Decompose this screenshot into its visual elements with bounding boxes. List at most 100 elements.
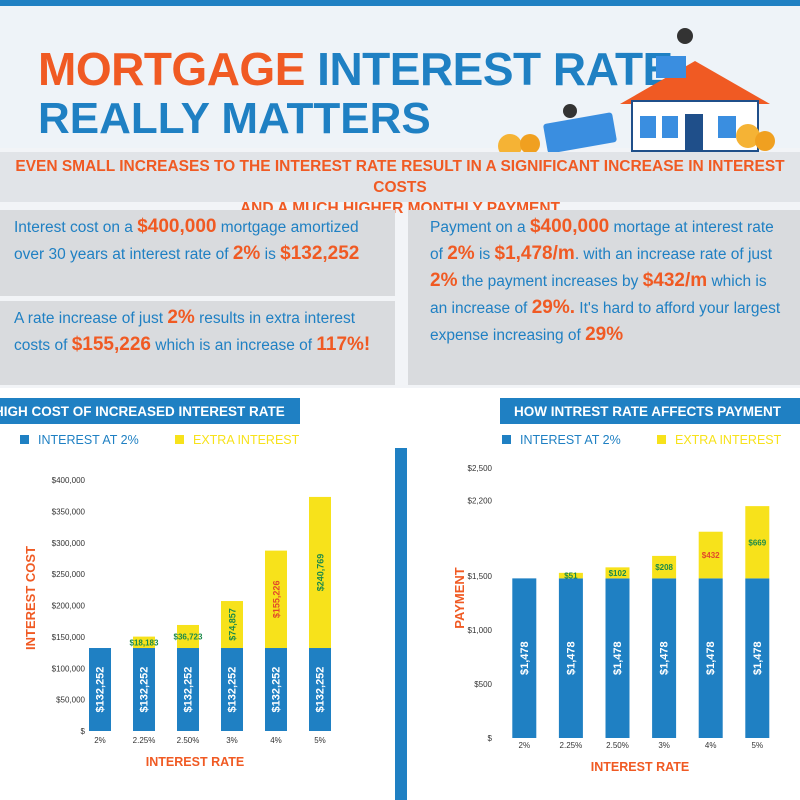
bar-segment — [558, 572, 583, 579]
value-label: $432 — [702, 551, 720, 560]
bar-segment — [133, 636, 155, 649]
bar-segment — [652, 555, 677, 579]
value-label: $1,478 — [519, 641, 531, 675]
highlight-text: $132,252 — [280, 243, 360, 264]
value-label: $36,723 — [174, 632, 203, 641]
x-tick-label: 2% — [519, 741, 531, 750]
title-accent: MORTGAGE — [38, 43, 305, 95]
bar-segment — [133, 648, 155, 731]
legend-label: EXTRA INTEREST — [675, 433, 782, 447]
title: MORTGAGE INTEREST RATE — [38, 42, 673, 96]
bar-segment — [605, 567, 630, 579]
y-tick-label: $ — [81, 727, 86, 736]
highlight-text: 2% — [430, 270, 458, 291]
y-tick-label: $1,500 — [468, 572, 493, 581]
bar-segment — [177, 648, 199, 731]
panel-text: the payment increases by — [457, 273, 643, 290]
text-panel: Payment on a $400,000 mortage at interes… — [408, 210, 800, 385]
highlight-text: 2% — [167, 307, 195, 328]
panel-text: A rate increase of just — [14, 310, 168, 327]
value-label: $208 — [655, 563, 673, 572]
panel-text: which is an increase of — [150, 337, 317, 354]
illustration — [498, 28, 775, 154]
value-label: $155,226 — [272, 581, 282, 619]
panel-text: results in extra interest costs of — [14, 310, 356, 354]
highlight-text: $400,000 — [137, 216, 217, 237]
bar-segment — [309, 496, 331, 649]
bar-segment — [309, 648, 331, 731]
bar-segment — [89, 648, 111, 731]
y-tick-label: $2,500 — [468, 464, 493, 473]
chart-title: HOW INTREST RATE AFFECTS PAYMENT — [514, 404, 782, 419]
charts-area: HIGH COST OF INCREASED INTEREST RATE INTE… — [0, 388, 800, 800]
bar-segment — [605, 578, 630, 738]
bar-segment — [745, 578, 770, 738]
value-label: $132,252 — [315, 667, 327, 713]
y-tick-label: $ — [488, 734, 493, 743]
y-axis-label: INTEREST COST — [23, 546, 38, 650]
legend-label: INTEREST AT 2% — [520, 433, 621, 447]
panel-text: . with an increase rate of just — [574, 246, 773, 263]
panel-text: It's hard to afford your largest expense… — [430, 300, 781, 344]
bar-segment — [265, 648, 287, 731]
panel-text: is — [260, 246, 281, 263]
bar-segment — [177, 624, 199, 649]
text-panel: Interest cost on a $400,000 mortgage amo… — [0, 210, 395, 296]
x-tick-label: 2.25% — [133, 736, 156, 745]
text-panel: A rate increase of just 2% results in ex… — [0, 301, 395, 385]
value-label: $18,183 — [130, 638, 159, 647]
x-tick-label: 5% — [314, 736, 326, 745]
value-label: $1,478 — [612, 641, 624, 675]
x-tick-label: 2.50% — [606, 741, 629, 750]
x-tick-label: 3% — [658, 741, 670, 750]
panel-text: which is an increase of — [430, 273, 767, 317]
highlight-text: 117%! — [316, 334, 371, 355]
value-label: $132,252 — [227, 667, 239, 713]
bar-segment — [652, 578, 677, 738]
highlight-text: 29%. — [531, 297, 575, 318]
bar-segment — [512, 578, 537, 738]
y-tick-label: $150,000 — [52, 633, 86, 642]
y-tick-label: $250,000 — [52, 570, 86, 579]
highlight-text: $400,000 — [529, 216, 610, 237]
highlight-text: 2% — [447, 243, 475, 264]
bar-segment — [745, 506, 770, 579]
title-line: REALLY MATTERS — [38, 94, 431, 143]
y-tick-label: $350,000 — [52, 507, 86, 516]
panel-text: Payment on a — [430, 219, 530, 236]
divider — [395, 448, 407, 800]
x-tick-label: 4% — [705, 741, 717, 750]
y-tick-label: $400,000 — [52, 476, 86, 485]
bar-segment — [698, 531, 723, 579]
y-tick-label: $300,000 — [52, 539, 86, 548]
legend-swatch — [175, 435, 184, 444]
bar-segment — [221, 648, 243, 731]
bar-segment — [221, 601, 243, 649]
value-label: $132,252 — [183, 667, 195, 713]
y-tick-label: $500 — [474, 680, 492, 689]
legend-swatch — [657, 435, 666, 444]
highlight-text: $1,478/m — [494, 243, 575, 264]
panel-text: mortgage amortized over 30 years at inte… — [14, 219, 359, 263]
value-label: $669 — [748, 538, 766, 547]
x-tick-label: 2.50% — [177, 736, 200, 745]
value-label: $1,478 — [659, 641, 671, 675]
value-label: $132,252 — [95, 667, 107, 713]
value-label: $74,857 — [228, 608, 238, 641]
legend-swatch — [20, 435, 29, 444]
title-box — [500, 398, 800, 424]
chart: HOW INTREST RATE AFFECTS PAYMENT INTEREST… — [452, 398, 800, 774]
highlight-text: $432/m — [642, 270, 708, 291]
highlight-text: $155,226 — [71, 334, 151, 355]
value-label: $240,769 — [316, 554, 326, 592]
highlight-text: 29% — [585, 324, 624, 345]
y-tick-label: $1,000 — [468, 626, 493, 635]
value-label: $132,252 — [271, 667, 283, 713]
panel-text: mortage at interest rate of — [430, 219, 774, 263]
bar-segment — [698, 578, 723, 738]
panel-text: Interest cost on a — [14, 219, 138, 236]
subtitle-line: EVEN SMALL INCREASES TO THE INTEREST RAT… — [15, 158, 785, 196]
value-label: $102 — [609, 569, 627, 578]
value-label: $1,478 — [705, 641, 717, 675]
